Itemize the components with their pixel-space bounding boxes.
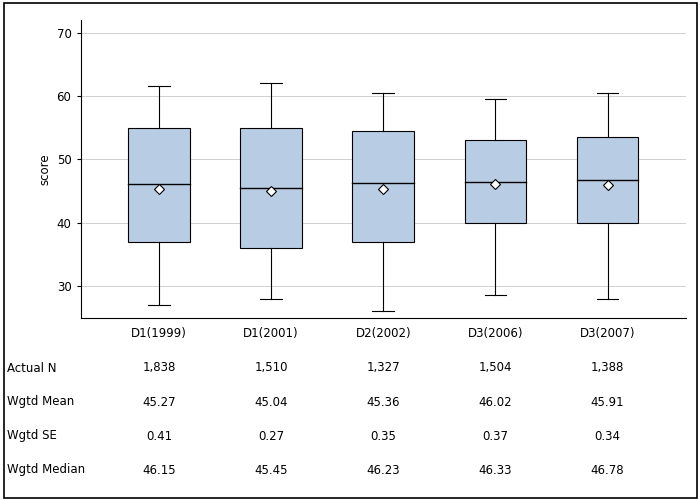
- Text: Wgtd Median: Wgtd Median: [7, 464, 85, 476]
- Text: 1,388: 1,388: [591, 362, 624, 374]
- Bar: [577, 137, 638, 222]
- Text: 45.91: 45.91: [591, 396, 624, 408]
- Text: D3(2007): D3(2007): [580, 328, 636, 340]
- Text: 1,510: 1,510: [254, 362, 288, 374]
- Text: 1,838: 1,838: [142, 362, 176, 374]
- Text: Wgtd Mean: Wgtd Mean: [7, 396, 74, 408]
- Text: D3(2006): D3(2006): [468, 328, 523, 340]
- Text: 0.34: 0.34: [594, 430, 620, 442]
- Text: 45.45: 45.45: [254, 464, 288, 476]
- Text: Actual N: Actual N: [7, 362, 57, 374]
- Text: 46.33: 46.33: [479, 464, 512, 476]
- Text: 46.23: 46.23: [366, 464, 400, 476]
- Text: 45.36: 45.36: [367, 396, 400, 408]
- Text: 0.35: 0.35: [370, 430, 396, 442]
- Bar: [352, 131, 414, 242]
- Text: 46.78: 46.78: [591, 464, 624, 476]
- Text: 46.02: 46.02: [479, 396, 512, 408]
- Bar: [240, 128, 302, 248]
- Bar: [465, 140, 526, 222]
- Text: 46.15: 46.15: [142, 464, 176, 476]
- Text: 0.37: 0.37: [482, 430, 508, 442]
- Text: 45.27: 45.27: [142, 396, 176, 408]
- Text: D1(2001): D1(2001): [244, 328, 299, 340]
- Text: 45.04: 45.04: [254, 396, 288, 408]
- Y-axis label: score: score: [38, 153, 51, 184]
- Text: Wgtd SE: Wgtd SE: [7, 430, 57, 442]
- Text: 1,327: 1,327: [366, 362, 400, 374]
- Bar: [128, 128, 190, 242]
- Text: 0.41: 0.41: [146, 430, 172, 442]
- Text: 0.27: 0.27: [258, 430, 284, 442]
- Text: D2(2002): D2(2002): [356, 328, 411, 340]
- Text: 1,504: 1,504: [479, 362, 512, 374]
- Text: D1(1999): D1(1999): [131, 328, 187, 340]
